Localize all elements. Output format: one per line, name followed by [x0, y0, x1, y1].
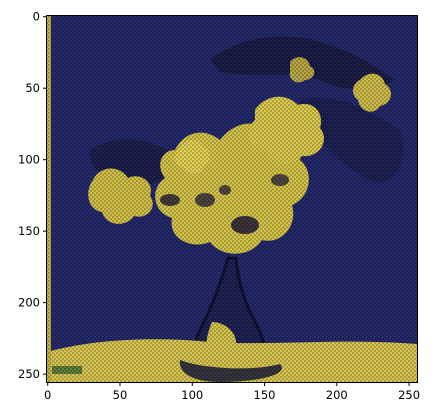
x-tick-label: 250 [398, 388, 420, 402]
y-axis: 0 50 100 150 200 250 [18, 10, 47, 381]
texture-overlay [47, 16, 417, 382]
y-tick-label: 100 [18, 153, 40, 167]
heatmap-image [47, 16, 417, 382]
x-tick-label: 200 [326, 388, 348, 402]
x-tick-label: 150 [254, 388, 276, 402]
y-tick-label: 0 [33, 10, 40, 24]
x-tick-label: 50 [113, 388, 128, 402]
y-tick-label: 150 [18, 224, 40, 238]
y-tick-label: 200 [18, 296, 40, 310]
x-tick-label: 0 [44, 388, 51, 402]
plot-frame [46, 15, 418, 383]
x-axis: 0 50 100 150 200 250 [44, 382, 420, 402]
x-tick-label: 100 [181, 388, 203, 402]
y-tick-label: 50 [25, 81, 40, 95]
y-tick-label: 250 [18, 367, 40, 381]
